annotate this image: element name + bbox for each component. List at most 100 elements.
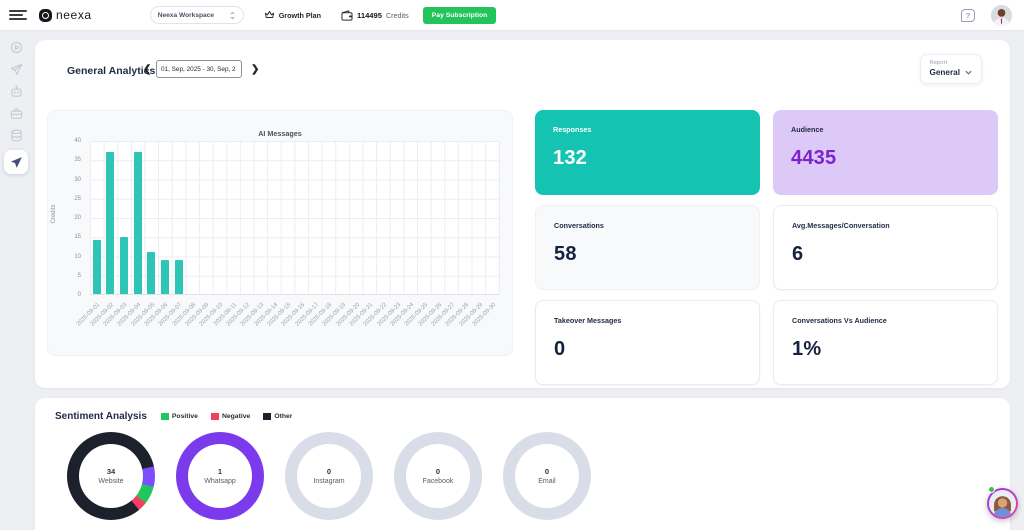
bar-slot — [472, 141, 486, 294]
stat-label: Responses — [553, 125, 592, 134]
y-tick-label: 5 — [77, 272, 81, 279]
ai-messages-chart: AI Messages Credits 40 35 30 25 20 15 10 5 0 202… — [47, 110, 513, 356]
donut-center: 0 Email — [515, 444, 579, 508]
bar-slot — [403, 141, 417, 294]
bar-slot — [363, 141, 377, 294]
donut-email: 0 Email — [503, 432, 591, 520]
bar-slot — [417, 141, 431, 294]
donut-value: 1 — [217, 467, 223, 476]
y-tick-label: 30 — [74, 176, 81, 183]
plan-indicator[interactable]: Growth Plan — [264, 10, 321, 20]
donut-label: Email — [538, 478, 556, 485]
bar-slot — [390, 141, 404, 294]
sidebar — [0, 30, 32, 530]
topbar: neexa Neexa Workspace Growth Plan 114495… — [0, 0, 1024, 30]
bar-slot — [485, 141, 499, 294]
donut-value: 0 — [544, 467, 550, 476]
user-avatar-image — [991, 4, 1012, 26]
bar-slot — [172, 141, 186, 294]
analytics-panel: General Analytics ❮ ❯ Report General AI … — [35, 40, 1010, 388]
bar-slot — [335, 141, 349, 294]
chart-plot-area — [90, 141, 500, 295]
stat-value: 6 — [792, 243, 804, 265]
date-range-input[interactable] — [156, 60, 242, 78]
y-tick-label: 20 — [74, 215, 81, 221]
donut-label: Website — [98, 478, 124, 485]
donut-label: Facebook — [422, 478, 454, 485]
menu-toggle-button[interactable] — [9, 7, 27, 23]
stat-card-conversations: Conversations 58 — [535, 205, 760, 290]
chat-online-dot — [988, 486, 995, 493]
sidebar-item-workspace[interactable] — [5, 106, 27, 121]
bar — [160, 259, 169, 294]
stat-value: 1% — [792, 338, 822, 360]
stat-label: Avg.Messages/Conversation — [792, 221, 890, 230]
legend-label: Positive — [171, 413, 198, 420]
y-tick-label: 15 — [74, 234, 81, 241]
donut-website: 34 Website — [67, 432, 155, 520]
bar-slot — [117, 141, 131, 294]
bar-slot — [349, 141, 363, 294]
sidebar-item-overview[interactable] — [5, 40, 27, 55]
legend-swatch — [210, 413, 219, 420]
workspace-selector[interactable]: Neexa Workspace — [149, 6, 244, 24]
bar — [147, 251, 156, 294]
y-tick-label: 0 — [77, 292, 81, 298]
workspace-selector-value: Neexa Workspace — [157, 11, 215, 19]
stat-label: Takeover Messages — [554, 316, 622, 325]
plan-label: Growth Plan — [278, 10, 322, 20]
bar-slot — [145, 141, 159, 294]
chat-widget-launcher[interactable] — [987, 486, 1018, 519]
stat-card-takeover-messages: Takeover Messages 0 — [535, 300, 760, 385]
stat-label: Conversations Vs Audience — [792, 316, 887, 325]
bar — [92, 240, 101, 294]
brand-logo[interactable]: neexa — [39, 8, 92, 22]
sidebar-item-analytics-active[interactable] — [4, 150, 28, 174]
stat-label: Audience — [791, 125, 824, 134]
database-icon — [10, 129, 22, 142]
stat-value: 132 — [553, 147, 587, 169]
send-icon — [10, 63, 22, 76]
credits-value: 114495 — [357, 10, 382, 20]
bar-slot — [322, 141, 336, 294]
wallet-icon — [341, 9, 353, 21]
y-tick-label: 25 — [74, 195, 81, 202]
chat-widget-avatar — [989, 490, 1016, 517]
date-prev-button[interactable]: ❮ — [143, 64, 152, 75]
send-filled-icon — [10, 156, 22, 168]
bar-slot — [240, 141, 254, 294]
stat-value: 58 — [554, 243, 577, 265]
bar-slot — [281, 141, 295, 294]
stat-label: Conversations — [554, 221, 604, 230]
bar-slot — [294, 141, 308, 294]
chart-title: AI Messages — [258, 129, 302, 138]
brand-name: neexa — [56, 8, 92, 22]
legend-swatch — [160, 413, 169, 420]
donut-value: 34 — [106, 467, 116, 476]
bar — [174, 259, 183, 294]
stat-value: 0 — [554, 338, 566, 360]
bar-slot — [458, 141, 472, 294]
pay-subscription-button[interactable]: Pay Subscription — [422, 6, 497, 24]
stats-grid: Responses 132 Audience 4435 Conversations 58 A… — [535, 110, 998, 385]
bar-slot — [376, 141, 390, 294]
stat-card-avg-messages-conversation: Avg.Messages/Conversation 6 — [773, 205, 998, 290]
donut-center: 0 Instagram — [297, 444, 361, 508]
date-next-button[interactable]: ❯ — [251, 64, 260, 75]
sentiment-panel: Sentiment Analysis Positive Negative Other… — [35, 398, 1010, 530]
legend-item-negative: Negative — [210, 413, 250, 420]
user-avatar[interactable] — [991, 4, 1012, 26]
stat-value: 4435 — [791, 147, 837, 169]
sidebar-item-campaigns[interactable] — [5, 62, 27, 77]
stat-card-audience: Audience 4435 — [773, 110, 998, 195]
report-type-dropdown[interactable]: Report General — [919, 54, 982, 84]
help-chat-icon[interactable]: ? — [961, 8, 975, 22]
sidebar-item-ai-bot[interactable] — [5, 84, 27, 99]
credits-indicator[interactable]: 114495 Credits — [341, 9, 409, 21]
legend-swatch — [263, 413, 272, 420]
chart-y-ticks: 40 35 30 25 20 15 10 5 0 — [48, 138, 86, 298]
bar — [106, 152, 115, 294]
legend-label: Other — [274, 413, 293, 420]
sidebar-item-data[interactable] — [5, 128, 27, 143]
